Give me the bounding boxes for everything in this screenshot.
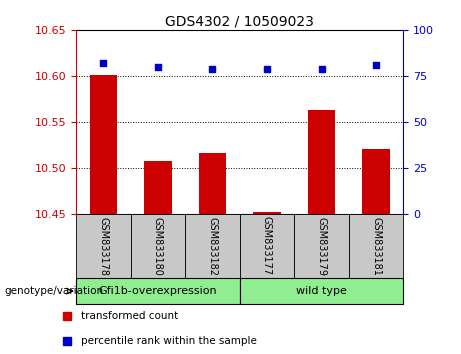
Point: [318, 66, 325, 72]
Text: Gfi1b-overexpression: Gfi1b-overexpression: [99, 286, 217, 296]
Text: genotype/variation: genotype/variation: [5, 286, 104, 296]
Text: GSM833180: GSM833180: [153, 217, 163, 275]
Bar: [349, 214, 403, 278]
Text: percentile rank within the sample: percentile rank within the sample: [81, 336, 257, 346]
Bar: [199, 153, 226, 214]
Text: GSM833181: GSM833181: [371, 217, 381, 275]
Point: [100, 61, 107, 66]
Title: GDS4302 / 10509023: GDS4302 / 10509023: [165, 15, 314, 29]
Bar: [240, 278, 403, 304]
Bar: [240, 214, 294, 278]
Text: wild type: wild type: [296, 286, 347, 296]
Point: [372, 62, 380, 68]
Bar: [130, 214, 185, 278]
Bar: [294, 214, 349, 278]
Bar: [144, 161, 171, 214]
Text: GSM833177: GSM833177: [262, 216, 272, 276]
Text: transformed count: transformed count: [81, 311, 178, 321]
Text: GSM833179: GSM833179: [317, 217, 326, 275]
Bar: [90, 75, 117, 214]
Point: [209, 66, 216, 72]
Text: GSM833182: GSM833182: [207, 217, 218, 275]
Bar: [254, 212, 281, 214]
Bar: [76, 278, 240, 304]
Point: [154, 64, 162, 70]
Bar: [362, 149, 390, 214]
Bar: [185, 214, 240, 278]
Bar: [76, 214, 130, 278]
Bar: [308, 110, 335, 214]
Text: GSM833178: GSM833178: [98, 217, 108, 275]
Point: [263, 66, 271, 72]
